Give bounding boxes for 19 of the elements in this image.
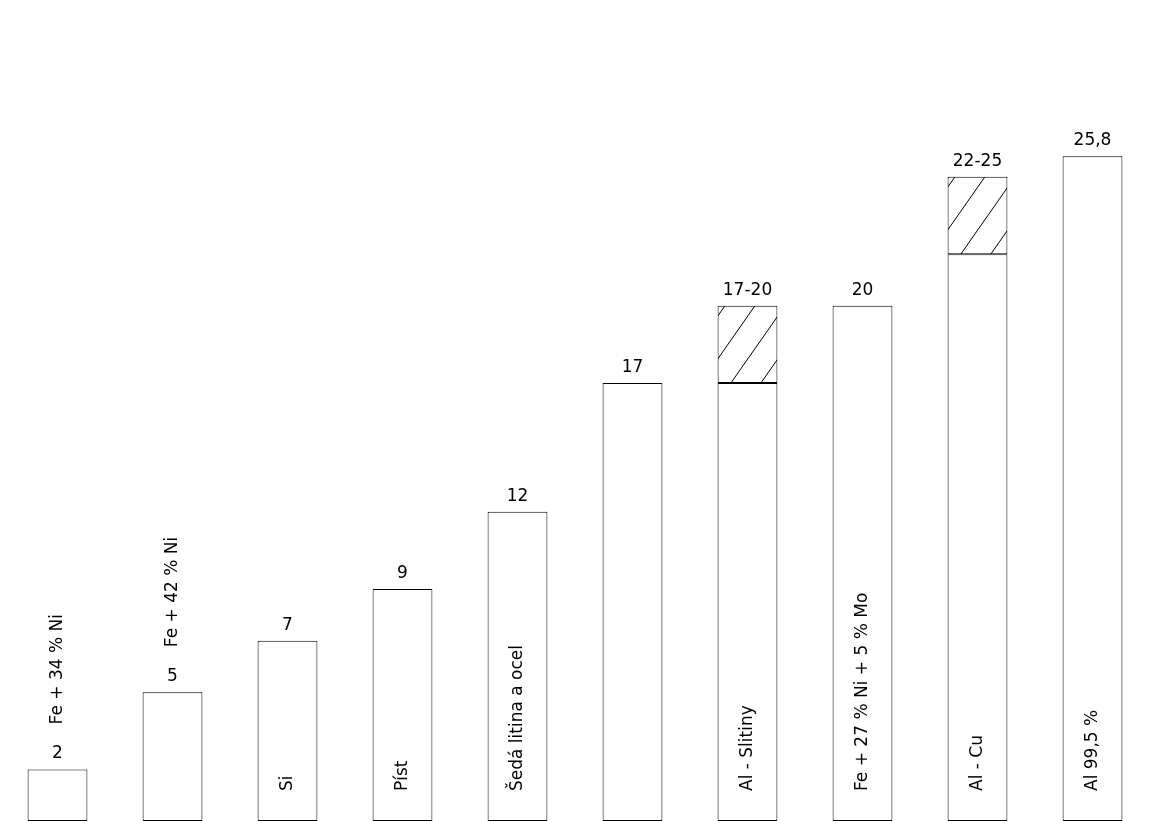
- x-tick-label: Al 99,5 %: [1080, 709, 1101, 791]
- data-label: 22-25: [952, 149, 1003, 170]
- x-tick-label: Šedá litina a ocel: [504, 644, 526, 791]
- data-label: 12: [506, 484, 529, 505]
- x-tick-label: Si: [275, 775, 296, 791]
- x-tick-label: Fe + 27 % Ni + 5 % Mo: [850, 592, 871, 791]
- data-label: 5: [167, 665, 178, 686]
- x-tick-label: Fe + 34 % Ni: [45, 614, 66, 725]
- data-label: 25,8: [1073, 129, 1112, 150]
- x-tick-label: Al - Cu: [965, 735, 986, 791]
- data-label: 20: [851, 278, 874, 299]
- data-label: 2: [52, 742, 63, 763]
- data-label: 7: [282, 613, 293, 634]
- x-tick-label: Al - Slitiny: [735, 705, 756, 791]
- data-label: 9: [397, 562, 408, 583]
- x-tick-label: Fe + 42 % Ni: [160, 536, 181, 648]
- data-label: 17: [621, 355, 644, 376]
- x-tick-label: Píst: [390, 760, 411, 791]
- data-label: 17-20: [722, 278, 773, 299]
